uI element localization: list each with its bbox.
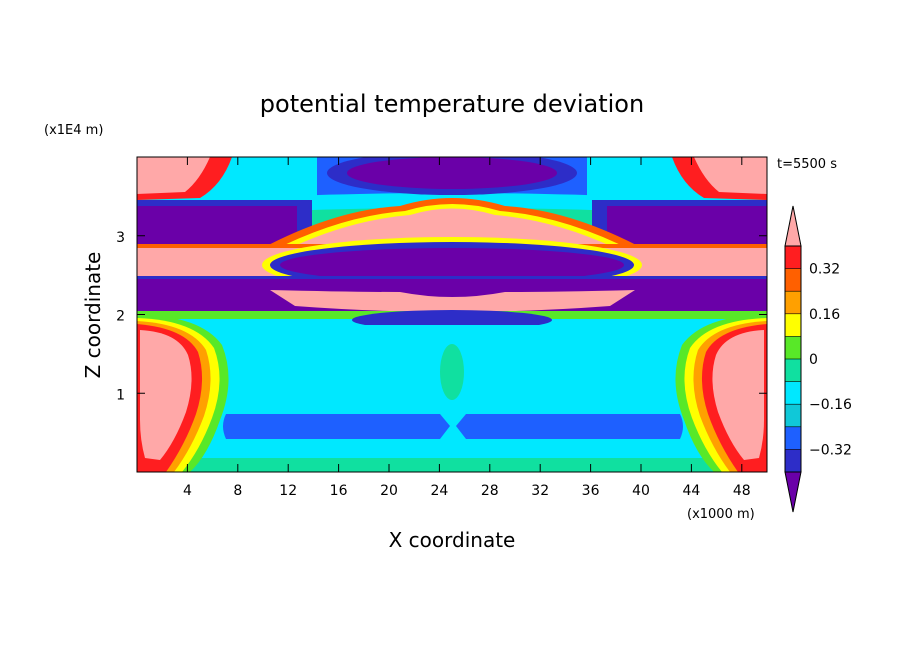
layer-purple-z3.3-left xyxy=(137,206,297,244)
middle-lens-purple xyxy=(280,248,624,282)
y-tick-label: 1 xyxy=(116,387,125,403)
colorbar-segment xyxy=(785,426,801,450)
colorbar-label: 0 xyxy=(809,352,818,368)
colorbar-segment xyxy=(785,246,801,269)
chart-title: potential temperature deviation xyxy=(260,90,644,118)
x-axis-ticks: 4 8 12 16 20 24 28 32 36 40 44 48 xyxy=(183,157,751,499)
upper-left-corner-pink xyxy=(137,157,210,194)
x-unit-label: (x1000 m) xyxy=(687,507,755,522)
x-tick-label: 24 xyxy=(430,483,448,499)
colorbar-segment xyxy=(785,291,801,314)
x-tick-label: 28 xyxy=(481,483,499,499)
colorbar-segment xyxy=(785,381,801,405)
colorbar-segment xyxy=(785,449,801,472)
lower-left-plume xyxy=(140,330,192,460)
x-tick-label: 12 xyxy=(279,483,297,499)
floor-teal xyxy=(137,458,767,472)
colorbar-segment xyxy=(785,313,801,337)
lower-blue-band-left xyxy=(223,414,450,439)
x-tick-label: 36 xyxy=(582,483,600,499)
colorbar-segment xyxy=(785,404,801,427)
upper-right-corner-pink xyxy=(694,157,767,194)
x-tick-label: 40 xyxy=(632,483,650,499)
x-tick-label: 20 xyxy=(380,483,398,499)
central-pink-tongue xyxy=(270,290,635,312)
y-axis-label: Z coordinate xyxy=(81,252,105,379)
colorbar-segment xyxy=(785,336,801,359)
colorbar-segment xyxy=(785,359,801,382)
contour-field xyxy=(137,157,767,472)
y-unit-label: (x1E4 m) xyxy=(44,123,103,138)
y-tick-label: 2 xyxy=(116,309,125,325)
x-axis-label: X coordinate xyxy=(389,528,516,552)
x-tick-label: 44 xyxy=(682,483,700,499)
dome-pink xyxy=(290,208,615,248)
colorbar: 0.32 0.16 0 −0.16 −0.32 xyxy=(784,205,852,513)
y-tick-label: 3 xyxy=(116,230,125,246)
lower-right-plume xyxy=(712,330,764,460)
layer-purple-z3.3-right xyxy=(607,206,767,244)
colorbar-top-arrow xyxy=(784,205,802,247)
top-purple-cap xyxy=(347,157,557,189)
central-teal-spike xyxy=(440,344,464,400)
colorbar-label: −0.32 xyxy=(809,442,852,458)
colorbar-label: −0.16 xyxy=(809,397,852,413)
time-label: t=5500 s xyxy=(777,157,837,172)
x-tick-label: 32 xyxy=(531,483,549,499)
x-tick-label: 48 xyxy=(733,483,751,499)
x-tick-label: 4 xyxy=(183,483,192,499)
colorbar-segment xyxy=(785,268,801,292)
colorbar-label: 0.16 xyxy=(809,307,840,323)
colorbar-bottom-arrow xyxy=(784,471,802,513)
x-tick-label: 8 xyxy=(233,483,242,499)
x-tick-label: 16 xyxy=(330,483,348,499)
lower-blue-band-right xyxy=(456,414,683,439)
y-axis-ticks: 1 2 3 xyxy=(116,230,767,403)
colorbar-label: 0.32 xyxy=(809,262,840,278)
